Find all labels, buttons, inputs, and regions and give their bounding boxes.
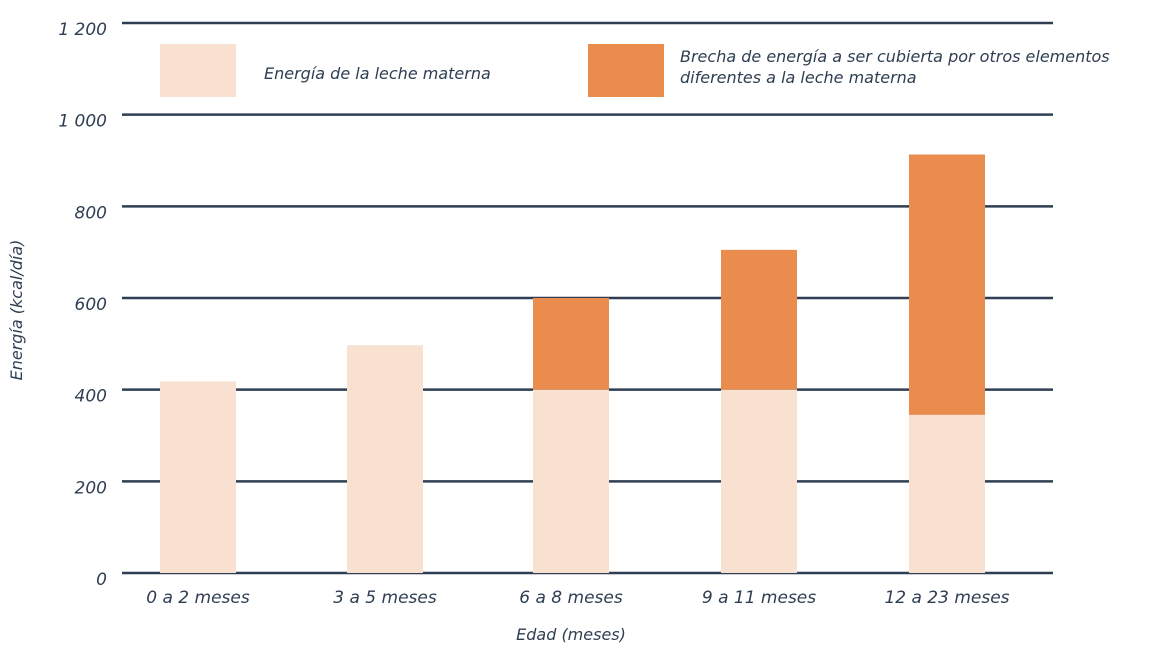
- y-tick-label: 800: [75, 203, 107, 223]
- bar-leche-materna: [909, 414, 985, 573]
- x-category-labels: 0 a 2 meses 3 a 5 meses 6 a 8 meses 9 a 11 …: [146, 588, 1009, 608]
- y-tick-labels: 0 200 400 600 800 1 000 1 200: [58, 20, 107, 590]
- bar-leche-materna: [533, 389, 609, 573]
- y-tick-label: 600: [75, 295, 107, 315]
- legend-label-line: diferentes a la leche materna: [680, 68, 917, 87]
- y-axis-title: Energía (kcal/día): [7, 240, 26, 381]
- bar-leche-materna: [347, 345, 423, 573]
- bar-brecha-energia: [909, 154, 985, 415]
- bars: [160, 154, 985, 573]
- bar-brecha-energia: [533, 298, 609, 390]
- x-category-label: 0 a 2 meses: [146, 588, 250, 608]
- y-tick-label: 400: [75, 387, 107, 407]
- y-tick-label: 1 200: [58, 20, 107, 40]
- bar-brecha-energia: [721, 249, 797, 390]
- y-tick-label: 200: [75, 478, 107, 498]
- x-category-label: 9 a 11 meses: [702, 588, 816, 608]
- legend-swatch-brecha: [588, 44, 664, 97]
- x-category-label: 12 a 23 meses: [884, 588, 1009, 608]
- bar-leche-materna: [721, 389, 797, 573]
- x-category-label: 6 a 8 meses: [519, 588, 623, 608]
- legend-label-brecha: Brecha de energía a ser cubierta por otr…: [680, 47, 1110, 87]
- x-category-label: 3 a 5 meses: [333, 588, 437, 608]
- x-axis-title: Edad (meses): [516, 625, 626, 644]
- y-tick-label: 1 000: [58, 112, 107, 132]
- legend-label-leche-materna: Energía de la leche materna: [264, 64, 491, 83]
- legend-swatch-leche-materna: [160, 44, 236, 97]
- legend: Energía de la leche materna Brecha de ene…: [160, 44, 1110, 97]
- bar-leche-materna: [160, 381, 236, 573]
- y-tick-label: 0: [96, 570, 107, 590]
- legend-label-line: Brecha de energía a ser cubierta por otr…: [680, 47, 1110, 66]
